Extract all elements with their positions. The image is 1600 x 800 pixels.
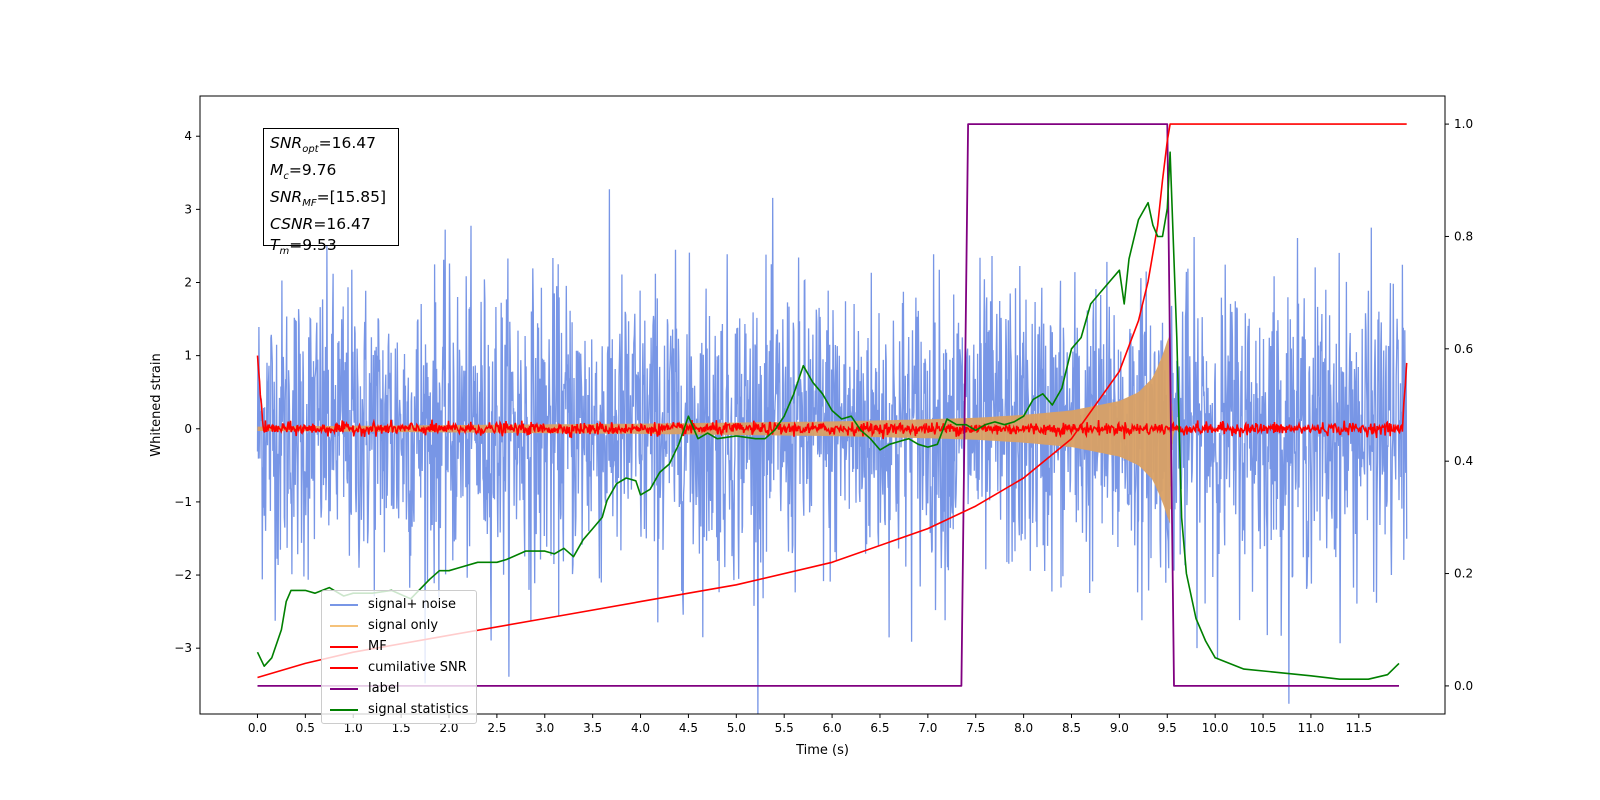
legend-entry-cumilative-snr: cumilative SNR [322, 657, 476, 678]
series-label [257, 123, 1399, 687]
tm-value: 9.53 [302, 236, 337, 255]
y2-tick-label: 0.0 [1454, 679, 1473, 693]
x-tick-label: 6.5 [870, 721, 889, 735]
legend-swatch [330, 687, 358, 690]
legend-entry-label: label [322, 678, 476, 699]
x-tick-label: 11.0 [1298, 721, 1325, 735]
snr-mf-value: [15.85] [329, 188, 387, 207]
x-tick-label: 11.5 [1345, 721, 1372, 735]
y2-tick-label: 0.6 [1454, 342, 1473, 356]
y-tick-label: 0 [184, 422, 192, 436]
legend-label: label [368, 681, 400, 696]
legend-entry-signal-noise: signal+ noise [322, 594, 476, 615]
legend-swatch [330, 708, 358, 711]
x-tick-label: 8.0 [1014, 721, 1033, 735]
x-tick-label: 0.0 [248, 721, 267, 735]
x-tick-label: 4.5 [679, 721, 698, 735]
x-tick-label: 6.0 [823, 721, 842, 735]
x-axis-label: Time (s) [795, 743, 849, 758]
x-tick-label: 5.5 [775, 721, 794, 735]
y2-tick-label: 0.4 [1454, 454, 1473, 468]
x-tick-label: 2.5 [487, 721, 506, 735]
y2-tick-label: 0.8 [1454, 229, 1473, 243]
annotation-csnr: CSNR=16.47 [270, 215, 371, 234]
legend-label: MF [368, 639, 387, 654]
annotation-tm: Tm=9.53 [270, 236, 337, 258]
x-tick-label: 3.5 [583, 721, 602, 735]
x-tick-label: 5.0 [727, 721, 746, 735]
legend-swatch [330, 666, 358, 669]
x-tick-label: 10.5 [1250, 721, 1277, 735]
snr-opt-value: 16.47 [331, 134, 376, 152]
mc-value: 9.76 [301, 161, 337, 180]
x-tick-label: 7.0 [918, 721, 937, 735]
y2-tick-label: 0.2 [1454, 567, 1473, 581]
legend-entry-signal-statistics: signal statistics [322, 699, 476, 720]
x-tick-label: 1.5 [392, 721, 411, 735]
legend-label: signal+ noise [368, 597, 457, 612]
series-mf [256, 355, 1408, 440]
y-axis-label: Whitened strain [149, 353, 164, 456]
x-tick-label: 1.0 [344, 721, 363, 735]
legend: signal+ noise signal only MF cumilative … [321, 590, 477, 724]
x-tick-label: 2.0 [439, 721, 458, 735]
legend-label: signal statistics [368, 702, 469, 717]
y-tick-label: 1 [184, 349, 192, 363]
x-tick-label: 4.0 [631, 721, 650, 735]
x-tick-label: 8.5 [1062, 721, 1081, 735]
y-tick-label: 2 [184, 275, 192, 289]
y2-tick-label: 1.0 [1454, 117, 1473, 131]
x-tick-label: 3.0 [535, 721, 554, 735]
legend-entry-mf: MF [322, 636, 476, 657]
x-axis: 0.0 0.5 1.0 1.5 2.0 2.5 3.0 3.5 4.0 4.5 5.0 5.5 6.0 6… [248, 714, 1372, 735]
series-signal-noise [256, 189, 1408, 714]
legend-swatch [330, 624, 358, 627]
x-tick-label: 0.5 [296, 721, 315, 735]
annotation-box: SNRopt=16.47 Mc=9.76 SNRMF=[15.85] CSNR=… [263, 128, 399, 257]
x-tick-label: 9.5 [1158, 721, 1177, 735]
y-tick-label: −2 [174, 568, 192, 582]
annotation-snr-opt: SNRopt=16.47 [270, 134, 376, 156]
y-tick-label: 4 [184, 129, 192, 143]
plot-frame [199, 95, 1446, 715]
annotation-snr-mf: SNRMF=[15.85] [270, 188, 387, 210]
x-tick-label: 7.5 [966, 721, 985, 735]
legend-swatch [330, 645, 358, 648]
legend-entry-signal-only: signal only [322, 615, 476, 636]
legend-label: cumilative SNR [368, 660, 467, 675]
y-tick-label: −1 [174, 495, 192, 509]
x-tick-label: 10.0 [1202, 721, 1229, 735]
y-tick-label: −3 [174, 641, 192, 655]
csnr-value: 16.47 [326, 215, 371, 234]
annotation-mc: Mc=9.76 [270, 161, 337, 183]
y-axis-left: −3 −2 −1 0 1 2 3 4 [174, 129, 200, 655]
y-axis-right: 0.0 0.2 0.4 0.6 0.8 1.0 [1445, 117, 1473, 693]
y-tick-label: 3 [184, 202, 192, 216]
series-signal-statistics [256, 151, 1400, 680]
legend-label: signal only [368, 618, 439, 633]
legend-swatch [330, 603, 358, 606]
x-tick-label: 9.0 [1110, 721, 1129, 735]
